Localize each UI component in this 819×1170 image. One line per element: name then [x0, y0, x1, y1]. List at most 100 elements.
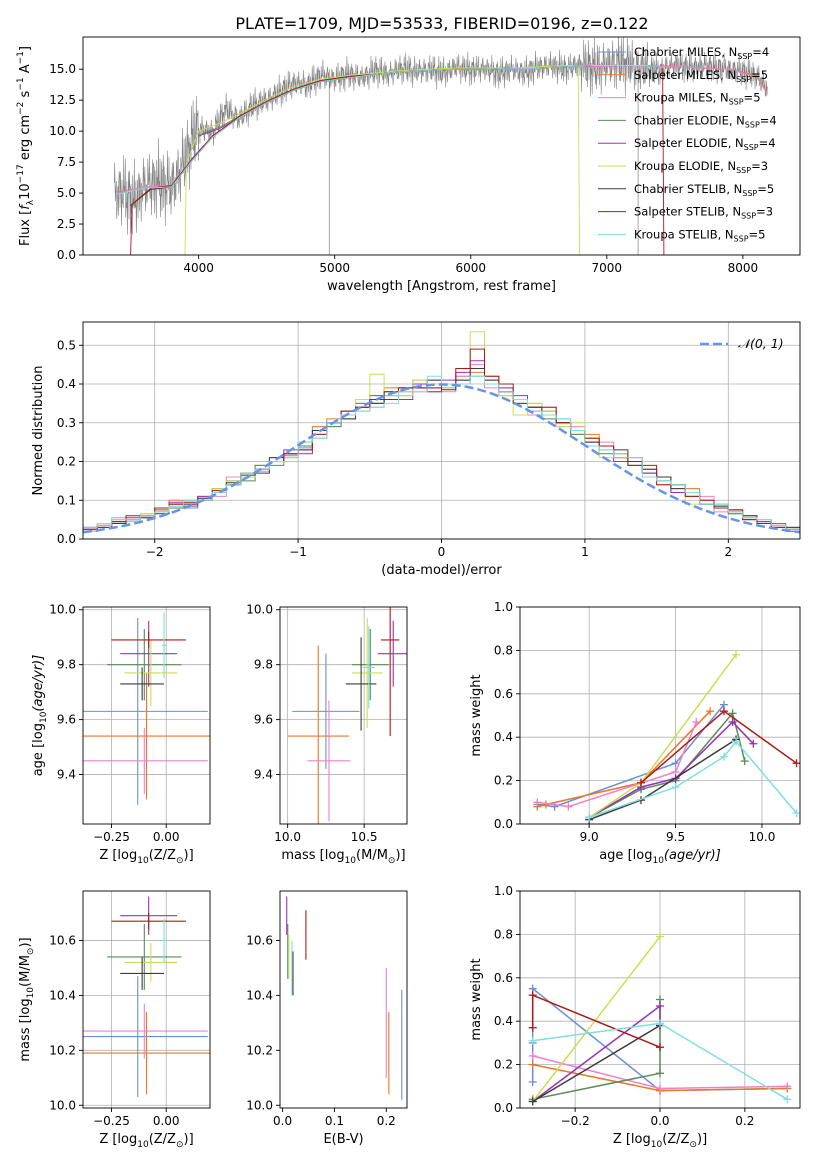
x-tick-label: 9.0	[580, 830, 599, 844]
y-axis-label: mass weight	[469, 674, 484, 756]
label-part: (Z/Z	[149, 1132, 176, 1147]
legend-label-kroupa-miles: Kroupa MILES, NSSP=5	[634, 91, 761, 107]
legend-name: Chabrier STELIB	[634, 182, 726, 196]
legend-n-eq: =	[759, 136, 769, 150]
y-tick-label: 9.6	[254, 713, 273, 727]
x-tick-label: 0.0	[273, 1114, 292, 1128]
x-axis-label: Z [log10(Z/Z⊙)]	[99, 1132, 193, 1150]
label-part: 10	[345, 856, 357, 866]
y-tick-label: 10.2	[49, 1043, 76, 1057]
x-tick-label: −0.25	[93, 1114, 130, 1128]
y-tick-label: 9.8	[57, 658, 76, 672]
x-tick-label: 5000	[319, 261, 350, 275]
axes-frame	[82, 606, 211, 825]
y-tick-label: 10.0	[49, 124, 76, 138]
legend-label-chabrier-elodie: Chabrier ELODIE, NSSP=4	[634, 113, 777, 129]
age-vs-metallicity-panel: −0.25 0.009.49.69.810.0Z [log10(Z/Z⊙)]age…	[31, 603, 211, 866]
legend-n-prefix: , N	[720, 68, 736, 82]
legend-label-salpeter-miles: Salpeter MILES, NSSP=5	[634, 68, 768, 84]
plot-area	[83, 896, 210, 1098]
label-part: mass [log	[18, 998, 33, 1061]
legend-n-eq: =	[744, 91, 754, 105]
y-tick-label: 10.4	[246, 988, 273, 1002]
y-tick-label: 9.8	[254, 658, 273, 672]
y-tick-label: 0.2	[57, 455, 76, 469]
legend-n-prefix: , N	[729, 113, 745, 127]
x-tick-label: 0.2	[735, 1114, 754, 1128]
legend-name: Kroupa MILES	[634, 91, 713, 105]
legend-label-chabrier-stelib: Chabrier STELIB, NSSP=5	[634, 182, 774, 198]
y-tick-label: 2.5	[57, 217, 76, 231]
legend-label-salpeter-elodie: Salpeter ELODIE, NSSP=4	[634, 136, 776, 152]
x-tick-label: 4000	[183, 261, 214, 275]
y-tick-label: 10.0	[246, 603, 273, 617]
label-part: ⊙	[176, 1140, 184, 1150]
x-tick-label: 1	[581, 545, 589, 559]
weight-line-salpeter-miles	[537, 710, 711, 808]
y-tick-label: 1.0	[494, 884, 513, 898]
y-tick-label: 0.3	[57, 416, 76, 430]
legend-n-prefix: , N	[718, 227, 734, 241]
y-tick-label: 0.6	[494, 687, 513, 701]
label-part: Z [log	[99, 848, 137, 863]
legend-n-eq: =	[756, 205, 766, 219]
y-tick-label: 0.8	[494, 643, 513, 657]
label-part: (Z/Z	[662, 1132, 689, 1147]
label-part: )]	[395, 848, 405, 863]
x-tick-label: 0.00	[153, 1114, 180, 1128]
label-part: 10	[137, 1140, 149, 1150]
legend-n-value: 3	[766, 205, 773, 219]
x-tick-label: 0.1	[325, 1114, 344, 1128]
weight-vs-age-panel: 9.0 9.5 10.0 0.0 0.2 0.4 0.6 0.8 1.0 age [log10(a…	[469, 600, 801, 866]
legend-n-sub: SSP	[737, 52, 752, 61]
label-part: Flux [	[18, 210, 33, 246]
x-tick-label: 10.5	[351, 830, 378, 844]
y-axis-label: mass weight	[469, 958, 484, 1040]
label-part: (M/M	[356, 848, 388, 863]
y-tick-label: 10.0	[246, 1098, 273, 1112]
y-tick-label: 0.1	[57, 493, 76, 507]
legend-n-sub: SSP	[729, 98, 744, 107]
x-tick-label: 6000	[455, 261, 486, 275]
label-part: λ	[26, 199, 36, 205]
legend-label-chabrier-miles: Chabrier MILES, NSSP=4	[634, 45, 769, 61]
y-tick-label: 0.5	[57, 338, 76, 352]
y-tick-label: 12.5	[49, 93, 76, 107]
label-part: s	[18, 90, 33, 101]
y-tick-label: 9.6	[57, 713, 76, 727]
y-tick-label: 10.2	[246, 1043, 273, 1057]
y-tick-label: 9.4	[254, 768, 273, 782]
legend-n-eq: =	[751, 68, 761, 82]
label-part: (age/yr)]	[31, 655, 46, 712]
plot-area	[528, 932, 792, 1106]
label-part: (M/M	[18, 955, 33, 987]
legend-label-salpeter-stelib: Salpeter STELIB, NSSP=3	[634, 205, 773, 221]
model-line-kroupa-stelib	[116, 65, 664, 195]
legend-n-prefix: , N	[721, 45, 737, 59]
y-tick-label: 1.0	[494, 600, 513, 614]
legend-name: Kroupa STELIB	[634, 227, 718, 241]
y-tick-label: 0.4	[57, 377, 76, 391]
x-tick-label: 2	[724, 545, 732, 559]
weight-vs-metallicity-panel: −0.2 0.0 0.2 0.0 0.2 0.4 0.6 0.8 1.0 Z [log10(Z/Z…	[469, 884, 801, 1150]
legend-n-eq: =	[751, 159, 761, 173]
y-axis-label: mass [log10(M/M⊙)]	[18, 937, 36, 1061]
legend-n-prefix: , N	[728, 136, 744, 150]
x-tick-label: −1	[289, 545, 307, 559]
x-tick-label: 8000	[728, 261, 759, 275]
legend-n-sub: SSP	[736, 166, 751, 175]
y-tick-label: 0.4	[494, 730, 513, 744]
plot-area	[83, 612, 210, 805]
x-tick-label: 0.00	[153, 830, 180, 844]
y-tick-label: 10.0	[49, 603, 76, 617]
y-tick-label: 10.4	[49, 988, 76, 1002]
label-part: 10	[18, 183, 33, 200]
label-part: (Z/Z	[149, 848, 176, 863]
legend-n-sub: SSP	[741, 212, 756, 221]
y-tick-label: 0.0	[494, 817, 513, 831]
plot-area	[114, 37, 768, 255]
label-part: )]	[697, 1132, 707, 1147]
legend-label-kroupa-elodie: Kroupa ELODIE, NSSP=3	[634, 159, 768, 175]
gaussian-curve	[83, 383, 800, 534]
x-tick-label: 0.0	[650, 1114, 669, 1128]
